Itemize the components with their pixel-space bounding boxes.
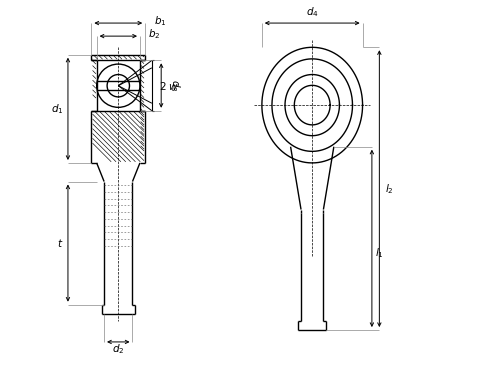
- Text: $d_4$: $d_4$: [306, 5, 319, 19]
- Text: $d_2$: $d_2$: [112, 342, 125, 356]
- Text: $d_1$: $d_1$: [51, 102, 64, 116]
- Text: $t$: $t$: [57, 237, 64, 249]
- Text: $d_3$: $d_3$: [168, 79, 182, 92]
- Text: $l_2$: $l_2$: [385, 182, 394, 196]
- Text: $2\ w$: $2\ w$: [159, 79, 179, 92]
- Text: $l_1$: $l_1$: [375, 246, 384, 260]
- Text: $b_2$: $b_2$: [148, 28, 160, 41]
- Text: $b_1$: $b_1$: [154, 14, 167, 28]
